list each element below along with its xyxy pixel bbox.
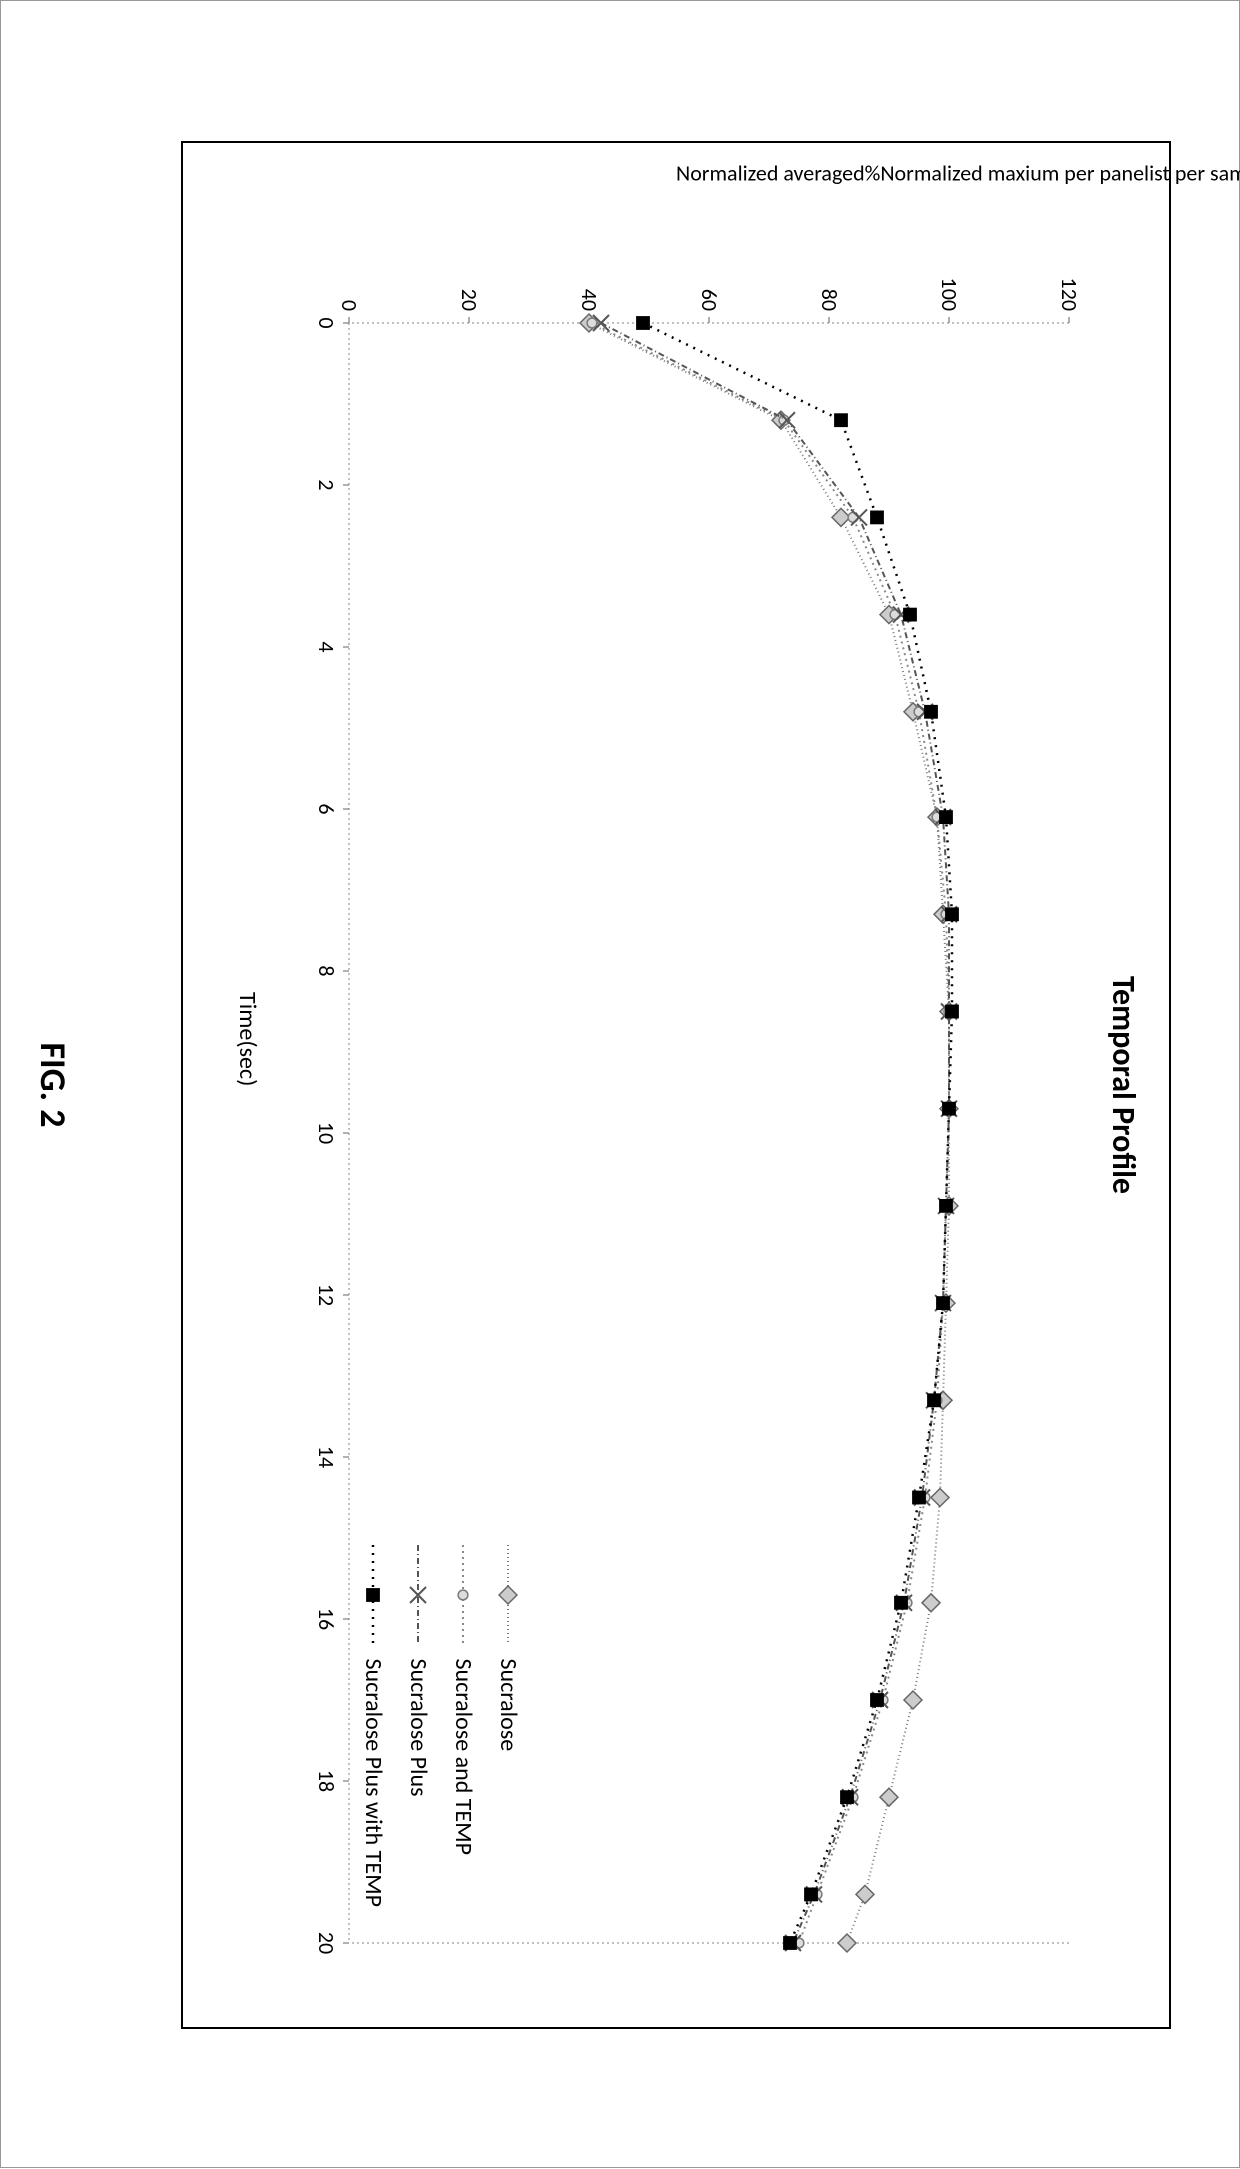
svg-text:80: 80 [816,289,843,311]
svg-text:40: 40 [576,289,603,311]
legend-item: Sucralose and TEMP [449,1545,478,1907]
chart-title: Temporal Profile [1104,143,1143,2027]
svg-text:8: 8 [313,965,340,976]
svg-text:10: 10 [313,1122,340,1144]
x-axis-label: Time(sec) [233,992,262,1086]
legend-label: Sucralose Plus [404,1659,433,1797]
svg-text:120: 120 [1056,278,1083,311]
svg-text:60: 60 [696,289,723,311]
series-sucralose-plus [593,315,957,1951]
chart-frame: Temporal Profile Normalized averaged%Nor… [181,141,1171,2029]
svg-text:100: 100 [936,278,963,311]
series-sucralose [580,314,958,1952]
svg-text:18: 18 [313,1770,340,1792]
legend: Sucralose Sucralose and TEMP Sucralose Plu… [343,1545,539,1907]
svg-text:2: 2 [313,479,340,490]
svg-text:0: 0 [336,300,363,311]
legend-label: Sucralose and TEMP [449,1659,478,1856]
landscape-rotator: Temporal Profile Normalized averaged%Nor… [1,1,1240,2169]
svg-text:20: 20 [313,1932,340,1954]
svg-text:12: 12 [313,1284,340,1306]
svg-text:0: 0 [313,317,340,328]
svg-text:4: 4 [313,641,340,652]
y-axis-label: Normalized averaged%Normalized maxium pe… [676,160,1240,187]
svg-text:16: 16 [313,1608,340,1630]
svg-text:14: 14 [313,1446,340,1468]
page: Temporal Profile Normalized averaged%Nor… [0,0,1240,2168]
legend-label: Sucralose [494,1659,523,1752]
legend-item: Sucralose Plus with TEMP [359,1545,388,1907]
legend-item: Sucralose Plus [404,1545,433,1907]
svg-text:20: 20 [456,289,483,311]
legend-label: Sucralose Plus with TEMP [359,1659,388,1907]
figure-caption: FIG. 2 [31,1,75,2169]
legend-item: Sucralose [494,1545,523,1907]
series-sucralose-and-temp [587,318,954,1948]
svg-text:6: 6 [313,803,340,814]
